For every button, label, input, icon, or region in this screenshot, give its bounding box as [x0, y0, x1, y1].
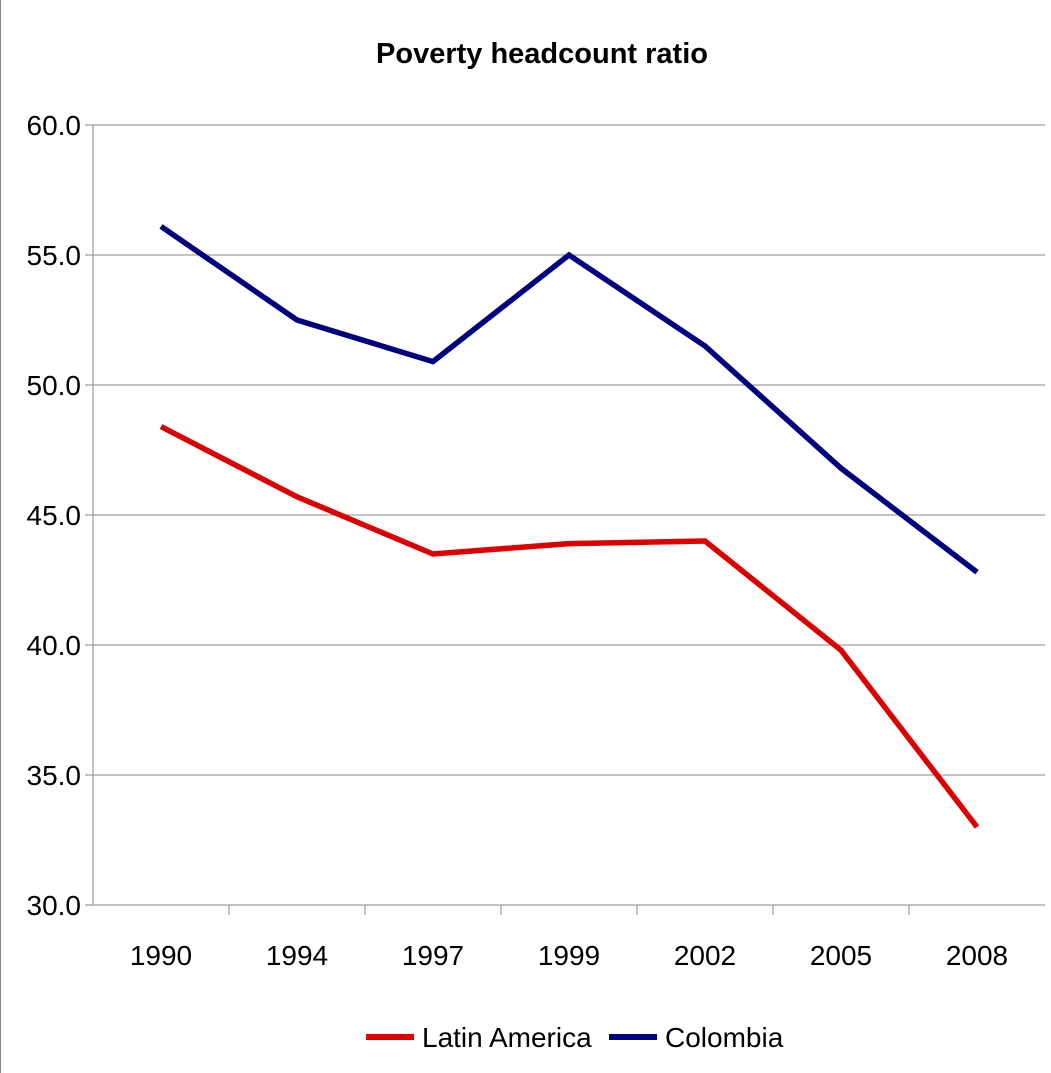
x-axis-ticks: 1990 1994 1997 1999 2002 2005 2008 — [130, 905, 1008, 971]
y-tick-label: 55.0 — [27, 240, 82, 271]
x-tick-label: 2005 — [810, 940, 872, 971]
y-axis-ticks: 30.0 35.0 40.0 45.0 50.0 55.0 60.0 — [27, 110, 93, 921]
series-line-colombia — [159, 224, 979, 575]
x-tick-label: 2002 — [674, 940, 736, 971]
y-tick-label: 50.0 — [27, 370, 82, 401]
x-tick-label: 2008 — [946, 940, 1008, 971]
legend-label: Colombia — [665, 1022, 784, 1053]
x-tick-label: 1997 — [402, 940, 464, 971]
y-tick-label: 30.0 — [27, 890, 82, 921]
y-tick-label: 60.0 — [27, 110, 82, 141]
y-tick-label: 40.0 — [27, 630, 82, 661]
legend: Latin America Colombia — [366, 1022, 784, 1053]
y-tick-label: 35.0 — [27, 760, 82, 791]
gridlines — [93, 124, 1045, 776]
x-tick-label: 1994 — [266, 940, 328, 971]
x-tick-label: 1999 — [538, 940, 600, 971]
chart-title: Poverty headcount ratio — [376, 38, 708, 70]
x-tick-label: 1990 — [130, 940, 192, 971]
y-tick-label: 45.0 — [27, 500, 82, 531]
series-line-latin-america — [159, 424, 980, 829]
series-lines — [159, 224, 980, 829]
legend-label: Latin America — [422, 1022, 592, 1053]
